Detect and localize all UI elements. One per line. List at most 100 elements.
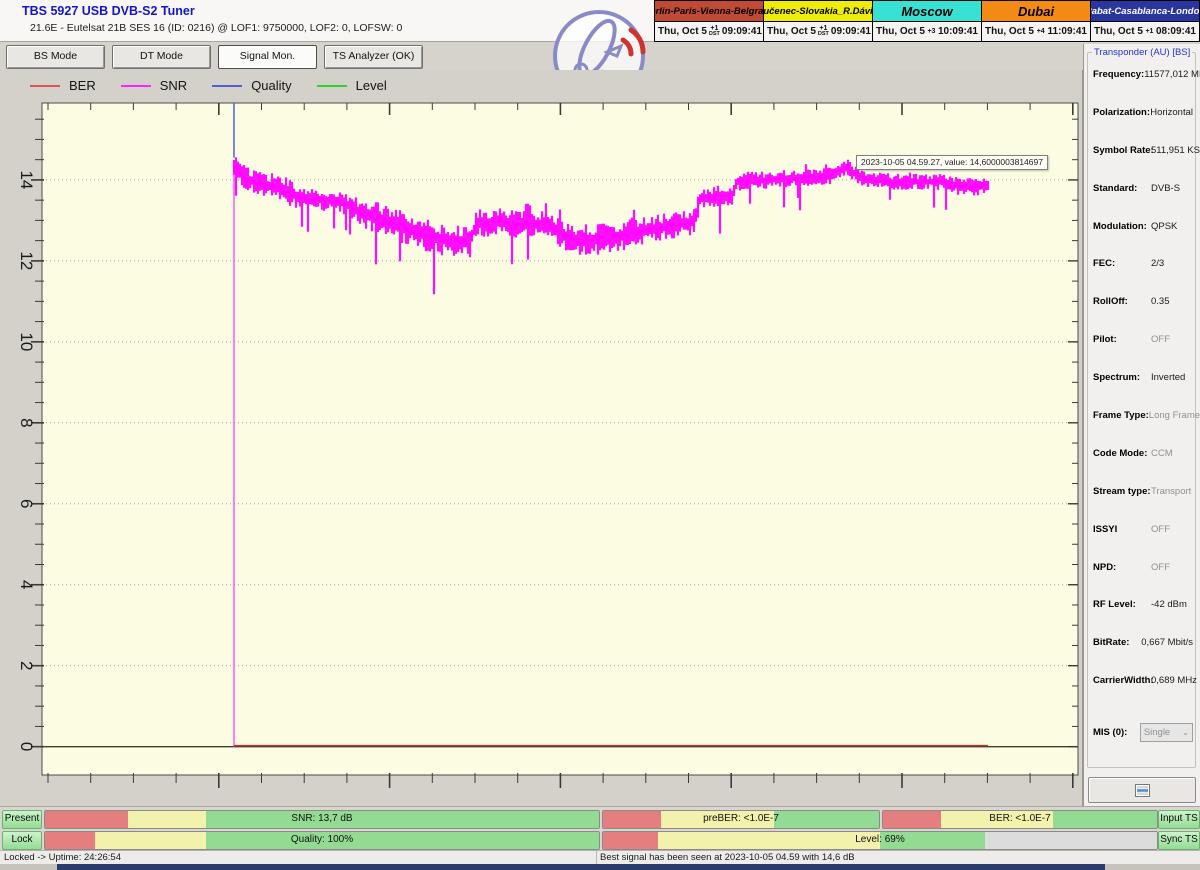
gauge-segment bbox=[985, 832, 1157, 849]
y-tick-label: 8 bbox=[17, 418, 36, 427]
transponder-row-7: RollOff: 0.35 bbox=[1093, 296, 1193, 334]
transponder-row-1: Frequency:11577,012 MHz bbox=[1093, 69, 1200, 107]
status-bar: Locked -> Uptime: 24:26:54 Best signal h… bbox=[0, 850, 1200, 864]
signal-chart[interactable]: 0 2 4 6 8 10 12 14 bbox=[0, 70, 1082, 806]
transponder-label: Modulation: bbox=[1093, 220, 1147, 232]
app-title: TBS 5927 USB DVB-S2 Tuner bbox=[22, 4, 195, 18]
legend-line-level bbox=[316, 84, 347, 87]
gauge-segment bbox=[94, 832, 206, 849]
tab-bar: BS Mode DT Mode Signal Mon. TS Analyzer (OK… bbox=[6, 45, 423, 69]
clock-date: Thu, Oct 5 bbox=[1094, 26, 1143, 37]
clock-time-value: 09:09:41 bbox=[721, 26, 762, 37]
legend-item-level: Level bbox=[316, 78, 387, 93]
tz-offset-value: +1 bbox=[710, 25, 719, 32]
y-tick-label: 0 bbox=[17, 742, 36, 751]
tab-ts-analyzer-ok[interactable]: TS Analyzer (OK) bbox=[324, 45, 423, 69]
present-button[interactable]: Present bbox=[2, 810, 42, 829]
clock-time-5: Thu, Oct 5 +1 08:09:41 bbox=[1091, 22, 1200, 42]
clock-time-value: 08:09:41 bbox=[1155, 26, 1196, 37]
gauge-segment bbox=[940, 811, 1053, 828]
transponder-label: Spectrum: bbox=[1093, 372, 1140, 384]
clock-date: Thu, Oct 5 bbox=[767, 26, 816, 37]
clock-city-3: Moscow bbox=[873, 0, 982, 22]
gauge-segment bbox=[205, 832, 599, 849]
gauge-segment bbox=[603, 811, 661, 828]
legend-line-quality bbox=[212, 84, 243, 87]
y-tick-label: 10 bbox=[17, 332, 36, 351]
transponder-row-2: Polarization: Horizontal bbox=[1093, 107, 1193, 145]
transponder-value: 2/3 bbox=[1151, 258, 1165, 270]
clock-time-4: Thu, Oct 5 +4 11:09:41 bbox=[982, 22, 1091, 42]
mis-select[interactable]: Single ⌄ bbox=[1139, 723, 1193, 743]
legend-label: BER bbox=[69, 78, 96, 93]
transponder-row-16: BitRate: 0,667 Mbit/s bbox=[1093, 637, 1193, 675]
mis-selected-value: Single bbox=[1143, 727, 1171, 739]
transponder-value: 11577,012 MHz bbox=[1144, 69, 1200, 80]
tab-bs-mode[interactable]: BS Mode bbox=[6, 45, 105, 69]
transponder-value: OFF bbox=[1151, 334, 1170, 346]
tz-offset-value: +1 bbox=[819, 25, 828, 32]
clock-time-value: 09:09:41 bbox=[830, 26, 871, 37]
input-ts-button[interactable]: Input TS bbox=[1158, 810, 1200, 829]
transponder-label: RF Level: bbox=[1093, 599, 1136, 611]
transponder-value: CCM bbox=[1151, 447, 1173, 459]
legend-line-snr bbox=[120, 84, 151, 87]
gauge-label: BER: <1.0E-7 bbox=[989, 813, 1051, 824]
taskbar-strip bbox=[0, 864, 1200, 870]
transponder-value: 0,689 MHz bbox=[1151, 675, 1197, 687]
gauge-label: Quality: 100% bbox=[290, 834, 354, 845]
transponder-value: Inverted bbox=[1151, 372, 1186, 384]
sync-ts-button[interactable]: Sync TS bbox=[1158, 831, 1200, 850]
tz-dst-flag: DST bbox=[817, 30, 829, 37]
clock-city-1: Berlin-Paris-Vienna-Belgrade bbox=[655, 0, 764, 22]
transponder-label: Stream type: bbox=[1093, 485, 1151, 497]
transponder-label: RollOff: bbox=[1093, 296, 1128, 308]
gauge-segment bbox=[660, 811, 775, 828]
y-tick-label: 12 bbox=[17, 251, 36, 270]
legend-label: SNR bbox=[159, 78, 188, 93]
gauge-preber: preBER: <1.0E-7 bbox=[602, 810, 880, 829]
lock-button[interactable]: Lock bbox=[2, 831, 42, 850]
transponder-label: Pilot: bbox=[1093, 334, 1117, 346]
legend-line-ber bbox=[30, 84, 60, 87]
clock-date: Thu, Oct 5 bbox=[876, 26, 925, 37]
transponder-value: OFF bbox=[1151, 561, 1170, 573]
transponder-title: Transponder (AU) [BS] bbox=[1092, 47, 1193, 58]
tz-dst-flag: DST bbox=[708, 30, 720, 37]
transponder-row-8: Pilot: OFF bbox=[1093, 334, 1193, 372]
stream-list-button[interactable] bbox=[1088, 777, 1196, 803]
transponder-row-6: FEC: 2/3 bbox=[1093, 258, 1193, 296]
clock-tz-offset: +1 DST bbox=[817, 25, 829, 37]
transponder-value: 0,667 Mbit/s bbox=[1141, 637, 1193, 649]
clock-city-4: Dubai bbox=[982, 0, 1091, 22]
best-signal-text: Best signal has been seen at 2023-10-05 … bbox=[600, 852, 855, 863]
gauge-segment bbox=[658, 832, 880, 849]
tab-dt-mode[interactable]: DT Mode bbox=[112, 45, 211, 69]
y-tick-label: 6 bbox=[17, 499, 36, 508]
transponder-row-14: NPD: OFF bbox=[1093, 562, 1193, 600]
transponder-value: 511,951 KS/s bbox=[1151, 144, 1200, 156]
tz-offset-value: +1 bbox=[1145, 27, 1154, 35]
gauge-label: preBER: <1.0E-7 bbox=[703, 813, 779, 824]
clock-time-3: Thu, Oct 5 +3 10:09:41 bbox=[873, 22, 982, 42]
transponder-row-13: ISSYI OFF bbox=[1093, 524, 1193, 562]
transponder-row-10: Frame Type: Long Frame bbox=[1093, 410, 1200, 448]
chevron-down-icon: ⌄ bbox=[1182, 728, 1189, 738]
gauge-segment bbox=[128, 811, 206, 828]
app-subtitle: 21.6E - Eutelsat 21B SES 16 (ID: 0216) @… bbox=[30, 22, 403, 34]
transponder-value: DVB-S bbox=[1151, 182, 1181, 194]
mis-label: MIS (0): bbox=[1093, 727, 1128, 739]
clock-date: Thu, Oct 5 bbox=[658, 26, 707, 37]
clock-city-5: Rabat-Casablanca-London bbox=[1091, 0, 1200, 22]
y-tick-label: 14 bbox=[17, 170, 36, 189]
gauge-ber: BER: <1.0E-7 bbox=[882, 810, 1158, 829]
chart-zone: BER SNR Quality Level 0 2 4 6 8 10 12 14 bbox=[0, 70, 1083, 806]
transponder-label: CarrierWidth: bbox=[1093, 675, 1154, 687]
transponder-row-17: CarrierWidth: 0,689 MHz bbox=[1093, 675, 1197, 713]
legend-item-quality: Quality bbox=[212, 78, 292, 93]
status-separator bbox=[596, 851, 597, 864]
plot-area bbox=[41, 102, 1079, 776]
clock-time-value: 10:09:41 bbox=[937, 26, 978, 37]
y-tick-label: 4 bbox=[17, 580, 36, 589]
tab-signal-mon[interactable]: Signal Mon. bbox=[218, 45, 317, 69]
